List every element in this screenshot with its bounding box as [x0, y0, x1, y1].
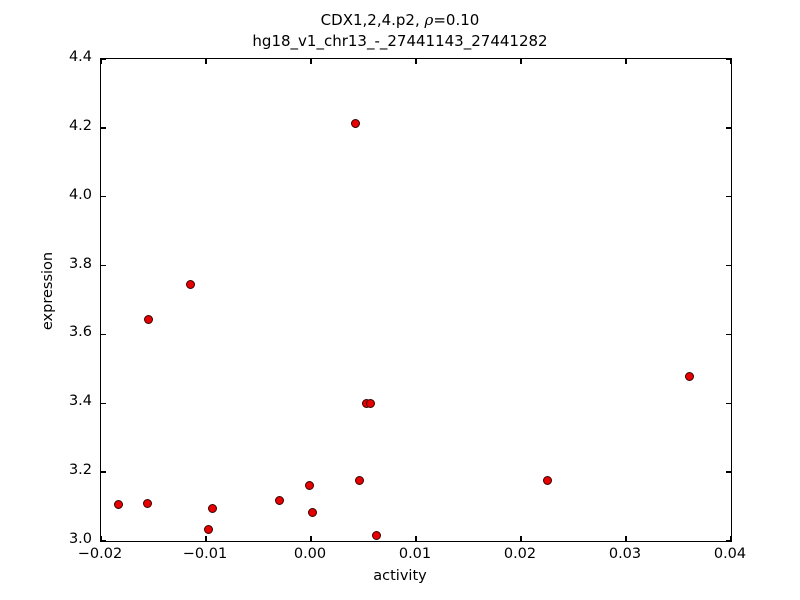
y-axis-tick-label: 3.6: [68, 324, 92, 341]
data-point-marker: [114, 500, 124, 510]
chart-title-line-2: hg18_v1_chr13_-_27441143_27441282: [252, 32, 548, 50]
x-axis-tick: [205, 536, 207, 541]
y-axis-tick: [101, 540, 106, 542]
chart-title-line-1: CDX1,2,4.p2, ρ=0.10: [0, 10, 800, 31]
data-point-marker: [366, 399, 376, 409]
data-point-marker: [684, 371, 694, 381]
data-point-marker: [143, 315, 153, 325]
x-axis-tick-label: 0.04: [713, 546, 747, 562]
y-axis-tick-label: 3.0: [68, 531, 92, 547]
y-axis-tick: [101, 127, 106, 129]
y-axis-tick-right: [726, 127, 731, 129]
x-axis-tick-label: −0.02: [77, 546, 123, 562]
y-axis-tick-right: [726, 333, 731, 336]
x-axis-tick-top: [310, 59, 312, 64]
y-axis-tick-right: [726, 264, 731, 267]
x-axis-tick-label: 0.00: [293, 546, 327, 562]
x-axis-tick-top: [100, 59, 102, 64]
x-axis-tick: [730, 536, 732, 541]
y-axis-tick-label: 4.0: [68, 186, 92, 203]
x-axis-tick: [100, 536, 102, 541]
x-axis-tick: [625, 536, 627, 541]
y-axis-tick: [101, 402, 106, 404]
plot-area: [101, 59, 731, 541]
x-axis-tick-top: [415, 59, 417, 64]
y-axis-tick-label: 4.4: [68, 49, 92, 65]
y-axis-tick-label: 3.2: [68, 462, 92, 479]
x-axis-tick-label: 0.03: [608, 546, 642, 562]
y-axis-tick-right: [726, 58, 731, 60]
x-axis-tick-top: [730, 59, 732, 64]
y-axis-tick-label: 3.4: [68, 393, 92, 410]
data-point-marker: [142, 498, 152, 508]
chart-title-prefix: CDX1,2,4.p2,: [320, 11, 425, 29]
y-axis-tick: [101, 333, 106, 336]
y-axis-tick-right: [726, 540, 731, 542]
x-axis-tick: [520, 536, 522, 541]
x-axis-tick: [310, 536, 312, 541]
y-axis-tick-right: [726, 471, 731, 473]
y-axis-tick-label: 3.8: [68, 255, 92, 272]
x-axis-tick: [415, 536, 417, 541]
y-axis-tick-label: 4.2: [68, 117, 92, 134]
y-axis-tick: [101, 196, 106, 198]
chart-title: CDX1,2,4.p2, ρ=0.10 hg18_v1_chr13_-_2744…: [0, 10, 800, 52]
data-point-marker: [305, 481, 315, 491]
data-point-marker: [207, 503, 217, 513]
x-axis-tick-top: [520, 59, 522, 64]
y-axis-tick-right: [726, 196, 731, 198]
x-axis-label: activity: [373, 568, 427, 584]
x-axis-tick-label: 0.02: [503, 546, 537, 562]
data-point-marker: [203, 524, 213, 534]
x-axis-tick-top: [205, 59, 207, 64]
y-axis-tick: [101, 264, 106, 267]
data-point-marker: [307, 508, 317, 518]
rho-value: =0.10: [433, 11, 480, 29]
data-point-marker: [371, 531, 381, 541]
y-axis-tick: [101, 58, 106, 60]
x-axis-tick-label: 0.01: [398, 546, 432, 562]
data-point-marker: [275, 496, 284, 506]
y-axis-tick-right: [726, 402, 731, 404]
data-point-marker: [354, 475, 364, 485]
data-point-marker: [185, 279, 195, 289]
data-point-marker: [350, 118, 360, 128]
y-axis-tick: [101, 471, 106, 473]
rho-symbol: ρ: [424, 11, 434, 29]
x-axis-tick-label: −0.01: [182, 546, 228, 562]
data-point-marker: [542, 475, 552, 485]
x-axis-tick-top: [625, 59, 627, 64]
plot-frame: [100, 58, 732, 542]
